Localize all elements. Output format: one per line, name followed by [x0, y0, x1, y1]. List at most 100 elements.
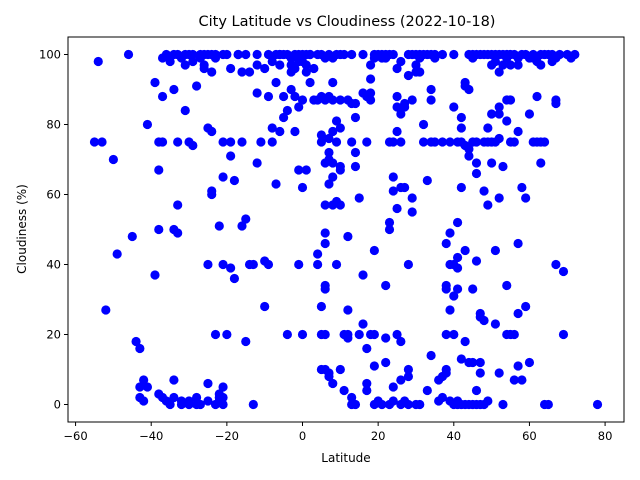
data-point — [305, 49, 315, 60]
data-point — [490, 56, 500, 67]
data-point — [328, 95, 338, 105]
x-tick-label: 80 — [598, 429, 613, 443]
data-point — [392, 91, 402, 102]
data-point — [384, 224, 395, 235]
data-point — [388, 396, 398, 406]
data-point — [173, 228, 183, 238]
data-point — [237, 67, 247, 77]
data-point — [400, 98, 410, 109]
data-point — [350, 112, 361, 123]
data-point — [150, 270, 160, 280]
data-point — [339, 49, 349, 60]
data-point — [320, 238, 330, 249]
data-point — [188, 56, 198, 67]
data-point — [324, 147, 334, 158]
data-point — [536, 158, 546, 168]
data-point — [214, 221, 224, 231]
data-point — [154, 224, 164, 235]
data-point — [203, 259, 213, 270]
data-point — [505, 95, 516, 105]
data-point — [324, 368, 334, 378]
x-tick-label: 20 — [371, 429, 386, 443]
data-point — [449, 291, 459, 301]
data-point — [165, 399, 175, 410]
data-point — [362, 137, 372, 147]
data-point — [290, 126, 300, 137]
data-point — [415, 67, 425, 77]
data-point — [422, 175, 432, 186]
data-point — [487, 109, 497, 119]
data-point — [362, 378, 372, 389]
data-point — [539, 137, 550, 147]
data-point — [396, 109, 406, 119]
data-point — [108, 154, 118, 165]
data-point — [241, 49, 251, 60]
data-point — [456, 354, 466, 364]
data-point — [509, 137, 519, 147]
data-point — [309, 63, 319, 74]
data-point — [188, 140, 198, 151]
data-point — [384, 217, 395, 228]
data-point — [343, 305, 353, 315]
data-point — [195, 399, 205, 410]
data-point — [316, 301, 327, 312]
data-point — [430, 137, 440, 147]
data-point — [445, 137, 455, 147]
data-point — [331, 137, 342, 147]
data-point — [286, 84, 296, 95]
data-point — [592, 399, 603, 410]
data-point — [521, 301, 531, 312]
data-point — [369, 245, 379, 256]
data-point — [521, 193, 531, 203]
data-point — [479, 186, 489, 196]
data-point — [464, 144, 474, 154]
data-point — [142, 382, 153, 392]
data-point — [441, 238, 451, 249]
data-point — [252, 88, 262, 98]
data-point — [418, 137, 429, 147]
data-point — [301, 60, 311, 70]
data-point — [437, 137, 448, 147]
data-point — [275, 60, 285, 70]
data-point — [297, 182, 308, 193]
data-point — [403, 399, 414, 410]
y-axis-ticks: 0 20 40 60 80 100 — [39, 48, 68, 412]
data-point — [369, 329, 379, 340]
y-tick-label: 0 — [54, 398, 61, 412]
y-tick-label: 40 — [46, 258, 61, 272]
data-point — [570, 49, 580, 60]
data-point — [350, 147, 361, 158]
data-point — [365, 88, 376, 98]
data-point — [381, 333, 391, 343]
data-point — [471, 385, 482, 396]
data-point — [350, 161, 361, 172]
data-point — [207, 126, 217, 137]
data-point — [449, 102, 459, 112]
data-point — [218, 399, 228, 410]
data-point — [517, 182, 527, 193]
data-point — [218, 392, 228, 403]
data-point — [328, 126, 338, 137]
data-point — [426, 84, 436, 95]
data-point — [456, 112, 466, 123]
data-point — [335, 95, 345, 105]
data-point — [301, 165, 311, 175]
data-point — [226, 151, 236, 161]
data-point — [494, 109, 504, 119]
data-point — [297, 95, 308, 105]
data-point — [267, 137, 277, 147]
data-point — [456, 123, 466, 133]
data-point — [343, 329, 353, 340]
data-point — [354, 193, 364, 203]
data-point — [241, 336, 251, 347]
data-point — [89, 137, 100, 147]
data-point — [218, 172, 228, 182]
data-point — [558, 266, 569, 277]
data-point — [142, 119, 153, 130]
data-point — [263, 259, 274, 270]
data-point — [275, 126, 285, 137]
data-point — [388, 382, 398, 392]
data-point — [381, 280, 391, 291]
